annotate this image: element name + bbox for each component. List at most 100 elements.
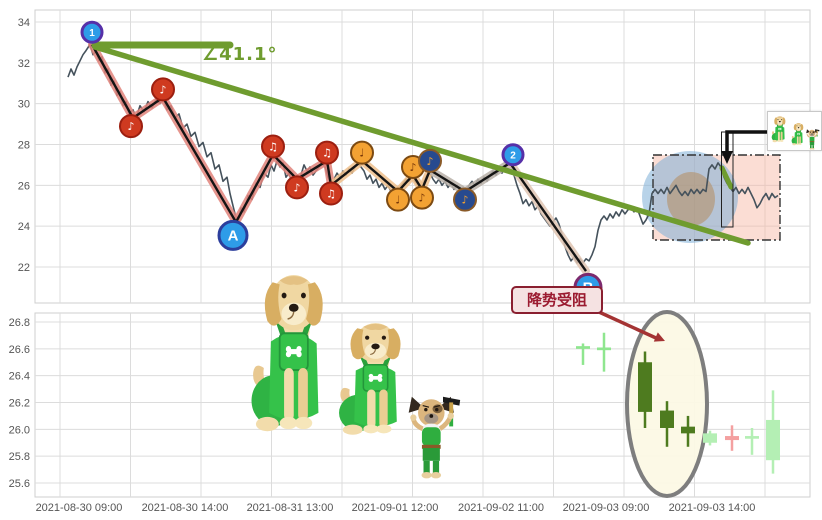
wave-marker-circle <box>151 77 175 102</box>
candle[interactable] <box>745 427 759 455</box>
callout-arrow-layer <box>721 130 769 228</box>
candle-body <box>681 426 695 434</box>
descending-trendline[interactable] <box>92 44 751 246</box>
y-axis-tick-label: 25.8 <box>9 451 30 463</box>
wave-marker-note-icon[interactable]: ♪ <box>453 187 477 212</box>
panel-border <box>34 9 811 304</box>
wave-marker-note-icon[interactable]: ♪ <box>119 114 143 139</box>
candle[interactable] <box>576 343 590 365</box>
callout-preview-box[interactable] <box>767 111 822 151</box>
y-axis-tick-label: 30 <box>18 99 30 111</box>
y-axis-tick-label: 26.0 <box>9 424 30 436</box>
wave-marker-note-icon[interactable]: ♪ <box>410 185 434 210</box>
mini-dog-large-icon <box>771 115 786 143</box>
point-marker-label: 2 <box>510 151 516 162</box>
y-axis-tick-label: 28 <box>18 140 30 152</box>
wave-marker-note-icon[interactable]: ♩ <box>350 140 374 165</box>
zigzag-line[interactable] <box>90 43 587 272</box>
candle-body <box>597 347 611 351</box>
wave-marker-circle <box>261 134 285 159</box>
y-axis-tick-label: 26.2 <box>9 398 30 410</box>
wave-marker-note-icon[interactable]: ♪ <box>285 175 309 200</box>
zigzag-wave-layer[interactable] <box>88 40 590 276</box>
candle-body <box>576 346 590 349</box>
candlestick-layer[interactable] <box>576 310 780 498</box>
price-line[interactable] <box>67 43 779 264</box>
music-note-glyph: ♪ <box>409 161 416 174</box>
highlight-rect-border <box>652 154 781 241</box>
wave-marker-circle <box>315 140 339 165</box>
candle-body <box>725 436 739 441</box>
candle-body <box>660 410 674 428</box>
wave-marker-note-icon[interactable]: ♪ <box>151 77 175 102</box>
candle[interactable] <box>681 415 695 447</box>
point-marker-a[interactable]: A <box>217 219 249 251</box>
point-marker-label: A <box>228 227 239 244</box>
angle-annotation-label[interactable]: ∠41.1° <box>202 44 278 65</box>
wave-marker-circle <box>119 114 143 139</box>
annotation-arrowhead-icon <box>653 332 665 342</box>
music-note-glyph: ♪ <box>426 155 433 168</box>
y-axis-tick-label: 32 <box>18 58 30 70</box>
wave-marker-note-icon[interactable]: ♪ <box>418 148 442 173</box>
point-marker-circle <box>501 143 525 167</box>
wave-marker-note-icon[interactable]: ♩ <box>386 187 410 212</box>
resistance-annotation-label[interactable]: 降势受阻 <box>511 286 603 314</box>
y-axis-tick-label: 26.6 <box>9 344 30 356</box>
point-marker-2[interactable]: 2 <box>501 143 525 167</box>
wave-marker-circle <box>418 148 442 173</box>
candle-body <box>745 436 759 439</box>
mini-trend-segment[interactable] <box>719 165 734 190</box>
highlight-ellipse-tan <box>667 172 715 226</box>
callout-arrow-line <box>725 130 769 152</box>
music-note-glyph: ♩ <box>359 147 364 160</box>
wave-marker-note-icon[interactable]: ♫ <box>315 140 339 165</box>
candle[interactable] <box>638 351 652 428</box>
mini-dog-medium-icon <box>791 122 804 146</box>
candle[interactable] <box>660 401 674 447</box>
x-axis-tick-label: 2021-09-01 12:00 <box>352 502 439 514</box>
mini-dogs-image <box>771 115 821 151</box>
candle[interactable] <box>703 430 717 446</box>
music-note-glyph: ♩ <box>395 194 400 207</box>
y-axis-tick-label: 24 <box>18 221 30 233</box>
music-note-glyph: ♪ <box>127 120 134 133</box>
candle[interactable] <box>766 390 780 474</box>
music-note-glyph: ♪ <box>159 83 166 96</box>
dog-large-image <box>252 275 323 431</box>
point-marker-circle <box>80 20 104 44</box>
y-axis-tick-label: 22 <box>18 262 30 274</box>
price-line-layer[interactable] <box>67 43 779 264</box>
wave-marker-circle <box>319 181 343 206</box>
callout-arrowhead-icon <box>721 151 733 164</box>
point-marker-circle <box>217 219 249 251</box>
mini-dog-hammer-icon <box>805 128 821 151</box>
wave-marker-note-icon[interactable]: ♫ <box>261 134 285 159</box>
annotation-arrow-layer <box>598 310 665 342</box>
annotation-arrow-line <box>598 310 657 340</box>
candle-body <box>703 433 717 443</box>
wave-marker-circle <box>386 187 410 212</box>
y-axis-tick-label: 26.8 <box>9 317 30 329</box>
candle-body <box>766 419 780 461</box>
wave-marker-circle <box>350 140 374 165</box>
point-marker-label: 1 <box>89 28 95 39</box>
point-marker-1[interactable]: 1 <box>80 20 104 44</box>
wave-marker-note-icon[interactable]: ♫ <box>319 181 343 206</box>
y-axis-tick-label: 26.4 <box>9 371 30 383</box>
dog-medium-image <box>339 323 400 435</box>
trendline-layer[interactable] <box>91 41 751 246</box>
music-note-glyph: ♫ <box>268 141 278 154</box>
y-axis-tick-label: 34 <box>18 17 30 29</box>
x-axis-tick-label: 2021-08-31 13:00 <box>247 502 334 514</box>
wave-marker-circle <box>285 175 309 200</box>
y-axis-tick-label: 25.6 <box>9 478 30 490</box>
dog-images <box>252 275 461 478</box>
candle[interactable] <box>597 332 611 372</box>
music-note-glyph: ♫ <box>326 188 336 201</box>
wave-marker-circle <box>410 185 434 210</box>
candle-body <box>638 362 652 412</box>
candle[interactable] <box>725 425 739 451</box>
